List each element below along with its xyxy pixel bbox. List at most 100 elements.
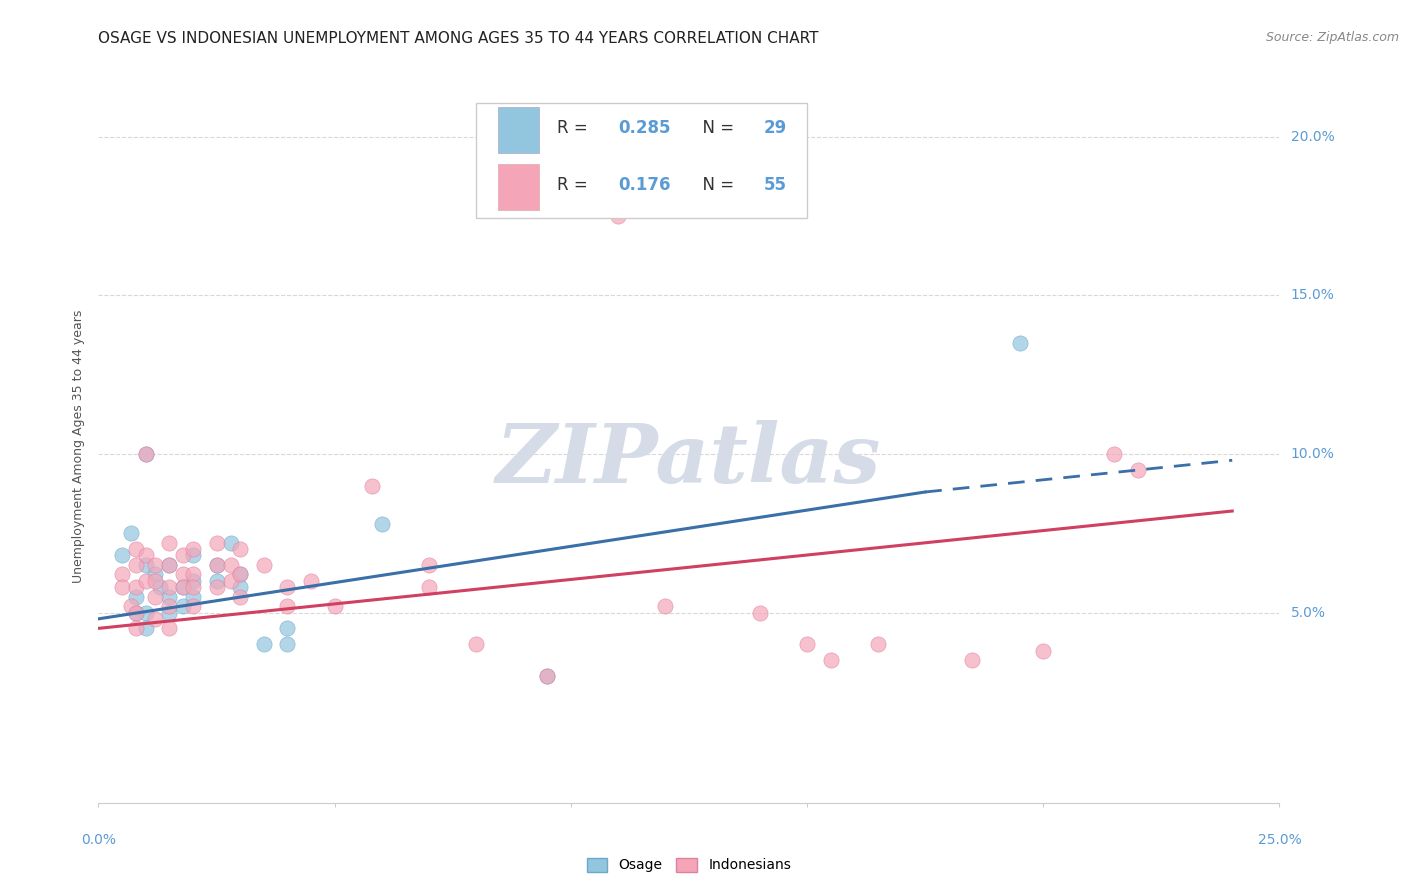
Point (654, 599, 676, 614)
Point (181, 574, 204, 588)
Text: Source: ZipAtlas.com: Source: ZipAtlas.com (1265, 31, 1399, 45)
Point (276, 637, 298, 651)
Legend: Osage, Indonesians: Osage, Indonesians (581, 852, 797, 878)
Y-axis label: Unemployment Among Ages 35 to 44 years: Unemployment Among Ages 35 to 44 years (72, 310, 86, 582)
Point (229, 542, 252, 557)
Point (205, 574, 228, 588)
Point (748, 606, 770, 620)
Text: ZIPatlas: ZIPatlas (496, 420, 882, 500)
Point (157, 535, 180, 549)
Point (181, 590, 204, 604)
Point (181, 599, 204, 614)
Point (172, 580, 194, 594)
Point (125, 558, 148, 572)
Point (361, 478, 384, 492)
Point (172, 580, 194, 594)
Point (135, 447, 157, 461)
Point (143, 558, 166, 572)
Point (323, 599, 346, 614)
Text: R =: R = (557, 120, 593, 137)
Point (135, 558, 157, 572)
Point (157, 558, 180, 572)
Text: R =: R = (557, 177, 593, 194)
Point (157, 580, 180, 594)
Point (111, 567, 134, 582)
Point (1008, 335, 1031, 350)
FancyBboxPatch shape (498, 164, 538, 211)
Point (181, 580, 204, 594)
Point (135, 574, 157, 588)
Text: N =: N = (693, 120, 740, 137)
Point (205, 580, 228, 594)
Point (121, 599, 143, 614)
Point (205, 558, 228, 572)
Text: N =: N = (693, 177, 740, 194)
Point (125, 606, 148, 620)
Text: 0.285: 0.285 (619, 120, 671, 137)
Point (125, 590, 148, 604)
Point (111, 549, 134, 563)
Point (253, 637, 276, 651)
Point (149, 580, 172, 594)
Point (276, 599, 298, 614)
Point (157, 599, 180, 614)
Point (143, 574, 166, 588)
Point (143, 590, 166, 604)
Point (157, 606, 180, 620)
Point (181, 549, 204, 563)
Text: 55: 55 (763, 177, 786, 194)
Point (125, 580, 148, 594)
Text: 0.0%: 0.0% (82, 833, 115, 847)
Point (125, 606, 148, 620)
Text: 15.0%: 15.0% (1291, 288, 1334, 302)
Point (219, 535, 242, 549)
Point (607, 209, 630, 223)
Text: 10.0%: 10.0% (1291, 447, 1334, 461)
Point (135, 606, 157, 620)
Point (135, 549, 157, 563)
Text: 29: 29 (763, 120, 786, 137)
Point (796, 637, 818, 651)
Point (125, 542, 148, 557)
Point (229, 567, 252, 582)
Point (135, 447, 157, 461)
Point (1126, 463, 1149, 477)
Point (962, 653, 984, 667)
Point (276, 580, 298, 594)
Point (111, 580, 134, 594)
Point (157, 558, 180, 572)
Point (229, 580, 252, 594)
Point (866, 637, 889, 651)
Point (125, 621, 148, 635)
Point (135, 621, 157, 635)
Point (121, 526, 143, 541)
Point (465, 637, 488, 651)
Point (418, 558, 440, 572)
Point (820, 653, 842, 667)
Point (219, 558, 242, 572)
Point (1102, 447, 1125, 461)
Point (172, 567, 194, 582)
Point (229, 567, 252, 582)
Point (172, 599, 194, 614)
Text: 5.0%: 5.0% (1291, 606, 1326, 620)
Point (299, 574, 322, 588)
Point (371, 516, 394, 531)
Point (219, 574, 242, 588)
Point (253, 558, 276, 572)
Point (157, 621, 180, 635)
Point (205, 558, 228, 572)
Text: OSAGE VS INDONESIAN UNEMPLOYMENT AMONG AGES 35 TO 44 YEARS CORRELATION CHART: OSAGE VS INDONESIAN UNEMPLOYMENT AMONG A… (98, 31, 818, 46)
Point (143, 567, 166, 582)
Point (143, 612, 166, 626)
Text: 25.0%: 25.0% (1257, 833, 1302, 847)
Point (157, 590, 180, 604)
FancyBboxPatch shape (498, 107, 538, 153)
Point (418, 580, 440, 594)
Text: 0.176: 0.176 (619, 177, 671, 194)
Point (536, 669, 558, 683)
Point (536, 669, 558, 683)
Point (276, 621, 298, 635)
Text: 20.0%: 20.0% (1291, 129, 1334, 144)
FancyBboxPatch shape (477, 103, 807, 218)
